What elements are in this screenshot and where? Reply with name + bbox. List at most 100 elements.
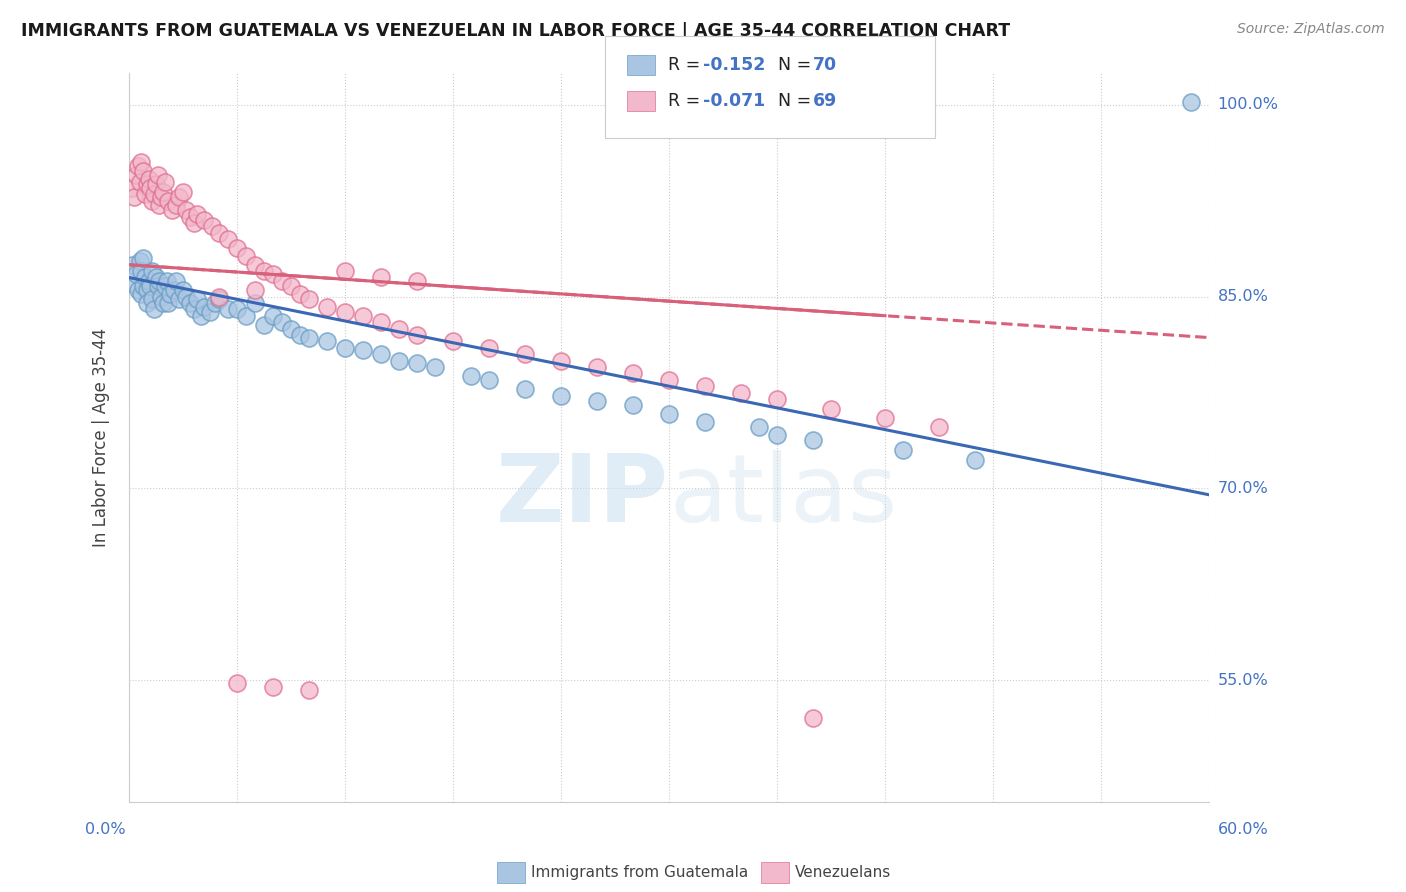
Text: Venezuelans: Venezuelans (796, 865, 891, 880)
Point (873, 411, 896, 425)
Point (150, 290, 173, 304)
Point (243, 296, 266, 310)
Point (186, 206, 208, 220)
Point (820, 402, 842, 417)
Point (405, 274, 427, 288)
Point (135, 283, 157, 297)
Point (333, 341, 356, 355)
Point (200, 219, 222, 234)
Point (270, 274, 292, 288)
Point (152, 185, 174, 199)
Point (370, 347, 392, 361)
Point (208, 290, 231, 304)
Point (155, 274, 177, 288)
Point (225, 302, 247, 317)
Point (183, 215, 205, 229)
Text: -0.152: -0.152 (703, 56, 765, 74)
Point (190, 309, 212, 323)
Point (352, 343, 374, 358)
Point (148, 274, 170, 288)
Text: Immigrants from Guatemala: Immigrants from Guatemala (531, 865, 748, 880)
Point (405, 356, 427, 370)
Point (193, 213, 215, 227)
Point (176, 290, 198, 304)
Point (122, 190, 145, 204)
Point (730, 385, 752, 400)
Point (138, 274, 160, 288)
Point (135, 177, 157, 191)
Point (150, 190, 173, 204)
Point (172, 283, 194, 297)
Point (148, 197, 170, 211)
Point (766, 427, 789, 442)
Point (965, 453, 987, 467)
Point (478, 341, 501, 355)
Text: -0.071: -0.071 (703, 92, 765, 110)
Point (198, 305, 221, 319)
Text: 70.0%: 70.0% (1218, 481, 1268, 496)
Point (370, 270, 392, 285)
Point (315, 334, 337, 349)
Point (217, 302, 239, 317)
Point (128, 175, 150, 189)
Point (928, 420, 950, 434)
Point (146, 279, 169, 293)
Point (186, 292, 208, 306)
Point (621, 367, 644, 381)
Point (298, 330, 321, 344)
Point (801, 711, 824, 725)
Point (235, 309, 257, 323)
Point (165, 274, 187, 288)
Point (145, 177, 167, 191)
Point (138, 172, 160, 186)
Point (288, 287, 311, 301)
Text: N =: N = (778, 56, 817, 74)
Point (157, 296, 180, 310)
Point (766, 392, 789, 406)
Point (550, 353, 572, 368)
Text: Source: ZipAtlas.com: Source: ZipAtlas.com (1237, 22, 1385, 37)
Point (163, 283, 186, 297)
Point (125, 267, 148, 281)
Point (121, 258, 143, 272)
Point (167, 292, 190, 306)
Point (157, 194, 180, 208)
Text: 60.0%: 60.0% (1218, 822, 1268, 837)
Point (243, 258, 266, 272)
Point (141, 194, 163, 208)
Text: atlas: atlas (669, 450, 897, 541)
Point (441, 334, 464, 349)
Point (1180, 95, 1202, 110)
Point (388, 353, 411, 368)
Y-axis label: In Labor Force | Age 35-44: In Labor Force | Age 35-44 (91, 327, 110, 547)
Point (131, 287, 153, 301)
Point (159, 287, 181, 301)
Point (333, 305, 356, 319)
Point (128, 253, 150, 268)
Text: 55.0%: 55.0% (1218, 673, 1268, 688)
Point (225, 241, 247, 255)
Point (179, 211, 201, 225)
Point (131, 155, 153, 169)
Point (262, 680, 284, 694)
Point (243, 283, 266, 297)
Point (370, 315, 392, 329)
Point (135, 296, 157, 310)
Point (352, 309, 374, 323)
Point (280, 279, 302, 293)
Point (333, 264, 356, 278)
Point (165, 197, 187, 211)
Point (280, 321, 302, 335)
Point (121, 181, 143, 195)
Point (478, 373, 501, 387)
Text: IMMIGRANTS FROM GUATEMALA VS VENEZUELAN IN LABOR FORCE | AGE 35-44 CORRELATION C: IMMIGRANTS FROM GUATEMALA VS VENEZUELAN … (21, 22, 1011, 40)
Point (167, 190, 190, 204)
Point (132, 252, 155, 266)
Point (288, 328, 311, 343)
Point (132, 279, 155, 293)
Point (423, 359, 446, 374)
Text: R =: R = (668, 92, 706, 110)
Point (183, 302, 205, 317)
Point (122, 277, 145, 291)
Point (142, 187, 165, 202)
